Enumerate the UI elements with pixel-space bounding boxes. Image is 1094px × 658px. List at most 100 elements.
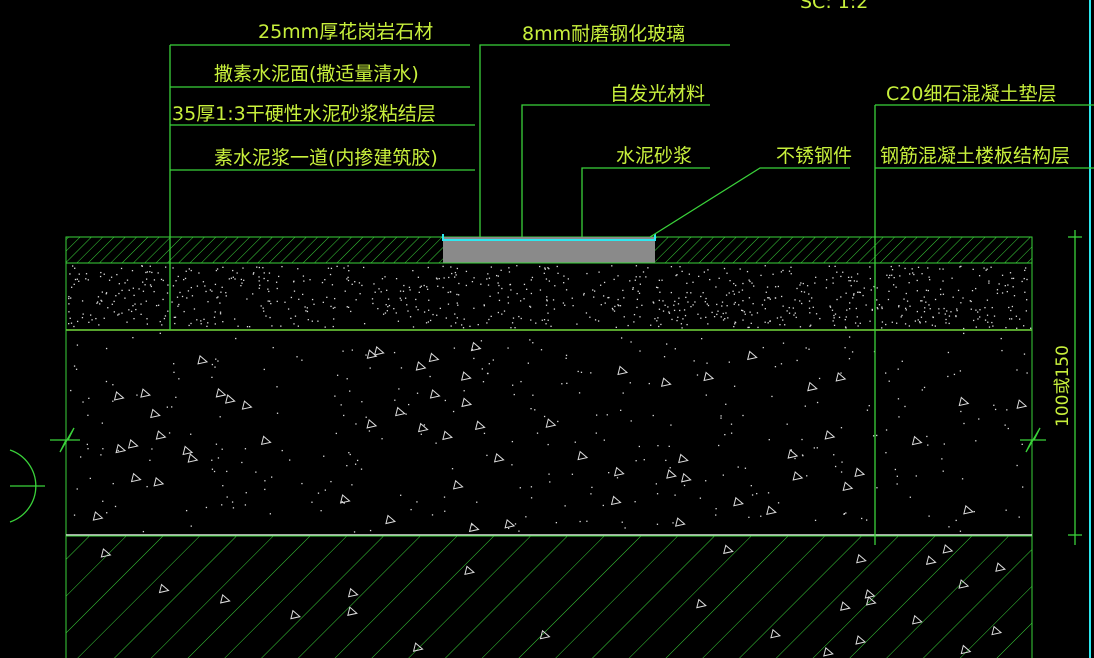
aggregate (960, 644, 972, 655)
aggregate (582, 294, 585, 296)
aggregate (343, 414, 345, 417)
aggregate (829, 305, 831, 307)
aggregate (132, 305, 134, 307)
aggregate (876, 487, 878, 489)
aggregate (365, 354, 367, 356)
aggregate (732, 290, 734, 292)
aggregate (947, 351, 950, 354)
aggregate (395, 312, 397, 314)
aggregate (897, 368, 899, 370)
aggregate (996, 292, 999, 295)
aggregate (185, 270, 187, 272)
aggregate (341, 501, 343, 503)
aggregate (1021, 280, 1023, 283)
aggregate (142, 290, 145, 292)
aggregate (97, 296, 100, 298)
scale-label: SC: 1:2 (800, 0, 868, 13)
aggregate (590, 493, 592, 495)
aggregate (394, 399, 396, 401)
aggregate (561, 383, 563, 385)
aggregate (969, 300, 971, 302)
aggregate (1023, 277, 1025, 280)
aggregate (400, 367, 403, 369)
aggregate (428, 352, 440, 363)
aggregate (304, 306, 306, 308)
aggregate (82, 313, 84, 315)
aggregate (447, 303, 450, 305)
aggregate (290, 609, 301, 620)
aggregate (333, 318, 335, 320)
aggregate (514, 523, 517, 525)
aggregate (264, 488, 266, 491)
aggregate (497, 275, 499, 277)
aggregate (898, 305, 900, 307)
aggregate (918, 321, 921, 323)
aggregate (146, 323, 148, 325)
aggregate (733, 496, 744, 507)
aggregate (471, 524, 473, 526)
aggregate (366, 418, 378, 429)
aggregate (278, 275, 280, 278)
aggregate (703, 271, 705, 273)
aggregate (516, 292, 518, 295)
aggregate (214, 283, 217, 286)
aggregate (699, 497, 702, 499)
aggregate (198, 272, 200, 274)
aggregate (415, 361, 427, 371)
aggregate (869, 266, 871, 268)
aggregate (614, 305, 616, 308)
aggregate (851, 351, 854, 353)
aggregate (172, 267, 174, 269)
aggregate (271, 325, 273, 327)
aggregate (956, 308, 958, 310)
aggregate (100, 548, 112, 558)
aggregate (696, 598, 707, 609)
aggregate (276, 412, 279, 414)
aggregate (443, 496, 446, 498)
aggregate (843, 513, 845, 515)
aggregate (641, 304, 643, 306)
aggregate (219, 416, 221, 418)
aggregate (777, 285, 780, 288)
aggregate (923, 310, 926, 313)
aggregate (101, 422, 103, 424)
aggregate (786, 310, 788, 312)
aggregate (762, 346, 764, 349)
aggregate (654, 318, 656, 320)
aggregate (157, 304, 160, 306)
aggregate (488, 363, 490, 365)
aggregate (369, 529, 372, 532)
aggregate (241, 400, 253, 410)
aggregate (792, 307, 794, 309)
aggregate (351, 484, 353, 486)
aggregate (68, 295, 70, 298)
aggregate (657, 317, 659, 319)
aggregate (913, 273, 915, 276)
aggregate (908, 282, 910, 284)
aggregate (150, 285, 152, 288)
aggregate (666, 469, 677, 479)
aggregate (321, 281, 324, 284)
aggregate (632, 287, 634, 289)
aggregate (950, 311, 952, 313)
aggregate (948, 322, 950, 325)
aggregate (112, 400, 114, 402)
aggregate (269, 316, 271, 319)
aggregate (751, 282, 753, 284)
aggregate (507, 302, 510, 304)
aggregate (782, 342, 785, 344)
aggregate (487, 284, 490, 286)
aggregate (748, 297, 751, 299)
aggregate (667, 306, 669, 308)
aggregate (803, 291, 806, 293)
aggregate (311, 320, 313, 322)
aggregate (808, 300, 811, 302)
aggregate (1011, 305, 1014, 308)
aggregate (878, 304, 881, 306)
aggregate (317, 492, 320, 494)
aggregate (721, 301, 724, 303)
aggregate (895, 286, 897, 288)
aggregate (603, 281, 606, 284)
label: 撒素水泥面(撒适量清水) (214, 63, 419, 85)
aggregate (720, 417, 722, 419)
